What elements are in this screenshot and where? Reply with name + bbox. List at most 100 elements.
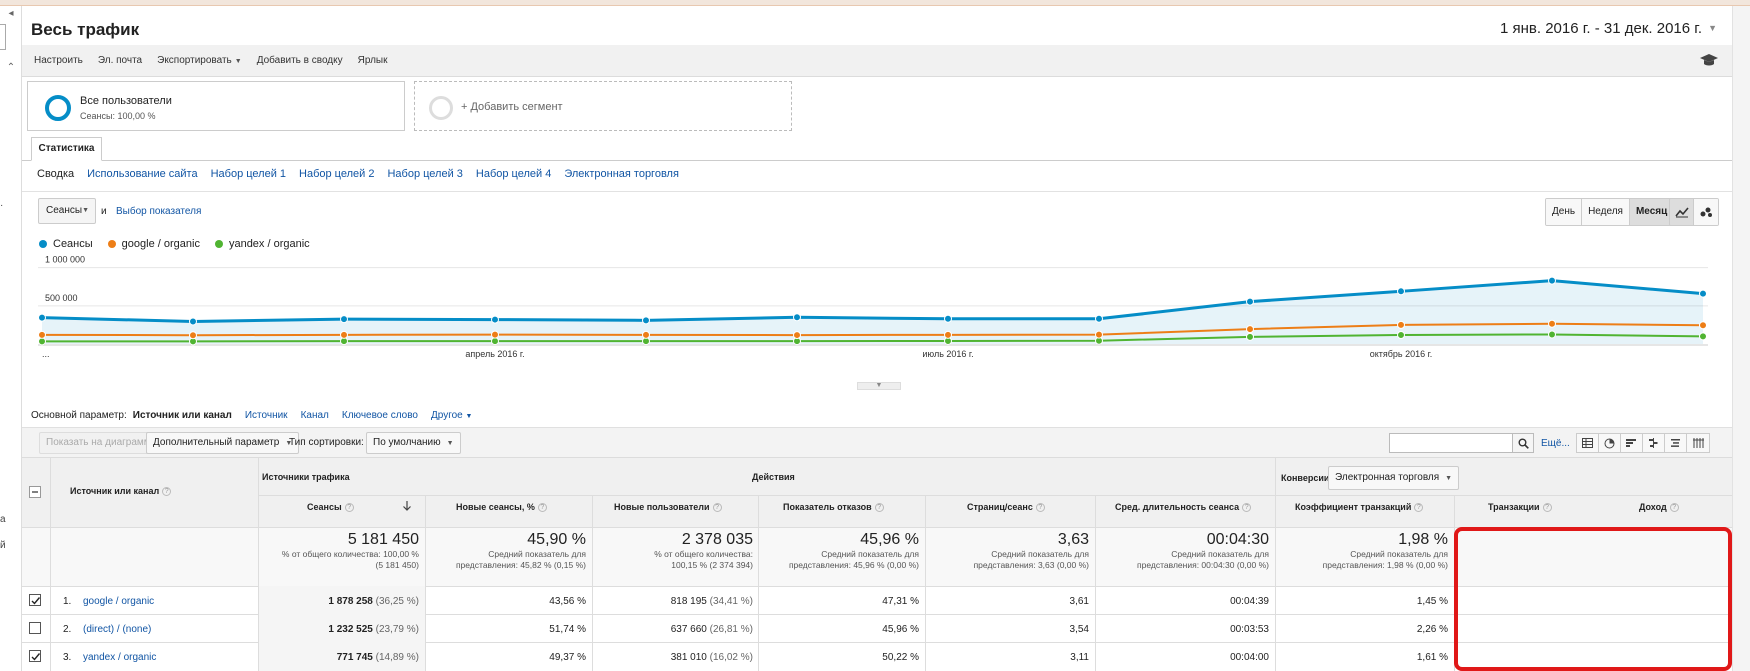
chart-collapse-handle[interactable]: ▼ <box>857 382 901 390</box>
subtab-goal-set-2[interactable]: Набор целей 2 <box>299 168 375 180</box>
pie-view-icon[interactable] <box>1599 434 1621 452</box>
row-checkbox[interactable] <box>29 594 41 606</box>
day-button[interactable]: День <box>1546 199 1583 225</box>
row-new-sessions: 49,37 % <box>549 652 586 663</box>
add-segment-button[interactable]: + Добавить сегмент <box>414 81 792 131</box>
bar-view-icon[interactable] <box>1621 434 1643 452</box>
legend-item[interactable]: google / organic <box>107 238 200 250</box>
data-point <box>1548 319 1556 328</box>
help-icon: ? <box>537 503 547 513</box>
data-table: Источники трафика Действия Конверсии Эле… <box>22 458 1732 671</box>
month-button[interactable]: Месяц <box>1629 199 1674 225</box>
help-icon: ? <box>1669 503 1679 513</box>
motion-chart-icon[interactable] <box>1694 199 1718 225</box>
week-button[interactable]: Неделя <box>1582 199 1630 225</box>
pivot-view-icon[interactable] <box>1687 434 1709 452</box>
col-avg-duration[interactable]: Сред. длительность сеанса? <box>1115 502 1252 513</box>
tab-bar <box>22 138 1732 161</box>
caret-down-icon: ▼ <box>465 413 473 420</box>
data-point <box>1397 320 1405 329</box>
collapse-left-icon[interactable]: ◂ <box>8 8 14 19</box>
subtab-goal-set-3[interactable]: Набор целей 3 <box>387 168 463 180</box>
caret-down-icon: ▼ <box>234 58 242 65</box>
row-pages-per-session: 3,61 <box>1069 596 1089 607</box>
table-view-icon[interactable] <box>1577 434 1599 452</box>
search-icon[interactable] <box>1512 433 1534 453</box>
col-sessions[interactable]: Сеансы? <box>307 502 354 513</box>
dim-header[interactable]: Источник или канал? <box>70 486 172 497</box>
row-dimension-link[interactable]: yandex / organic <box>83 652 157 663</box>
series-line <box>41 333 1704 343</box>
legend-item[interactable]: Сеансы <box>39 238 93 250</box>
term-cloud-view-icon[interactable] <box>1665 434 1687 452</box>
table-search-input[interactable] <box>1389 433 1513 453</box>
dimension-source-medium[interactable]: Источник или канал <box>132 410 232 421</box>
subtab-goal-set-4[interactable]: Набор целей 4 <box>475 168 552 180</box>
comparison-view-icon[interactable] <box>1643 434 1665 452</box>
date-range-picker[interactable]: 1 янв. 2016 г. - 31 дек. 2016 г. ▼ <box>1496 15 1728 41</box>
help-icon: ? <box>1414 503 1424 513</box>
row-sessions: 1 878 258 (36,25 %) <box>328 596 419 607</box>
divider <box>22 527 1732 528</box>
line-chart-icon[interactable] <box>1670 199 1695 225</box>
graduation-cap-icon[interactable] <box>1700 52 1718 68</box>
primary-dimension-label: Основной параметр: <box>31 410 127 421</box>
scroll-up-icon[interactable]: ⌃ <box>6 62 16 73</box>
divider <box>258 458 259 671</box>
subtab-site-usage[interactable]: Использование сайта <box>87 168 198 180</box>
row-checkbox[interactable] <box>29 650 41 662</box>
more-options-link[interactable]: Ещё... <box>1541 438 1570 449</box>
tab-statistics[interactable]: Статистика <box>31 137 102 161</box>
plot-rows-button[interactable]: Показать на диаграмме <box>39 432 164 454</box>
col-new-users[interactable]: Новые пользователи? <box>614 502 722 513</box>
row-checkbox[interactable] <box>29 622 41 634</box>
x-tick-label: ... <box>42 349 50 359</box>
col-bounce-rate[interactable]: Показатель отказов? <box>783 502 884 513</box>
dimension-keyword[interactable]: Ключевое слово <box>341 410 418 421</box>
conversion-type-select[interactable]: Электронная торговля ▼ <box>1328 466 1460 490</box>
divider <box>1275 458 1276 671</box>
left-panel-letter: а <box>0 514 6 525</box>
data-point <box>793 331 801 340</box>
row-new-sessions: 51,74 % <box>549 624 586 635</box>
row-dimension-link[interactable]: (direct) / (none) <box>83 624 152 635</box>
data-point <box>642 330 650 339</box>
row-new-sessions: 43,56 % <box>549 596 586 607</box>
legend-item[interactable]: yandex / organic <box>214 238 310 250</box>
dimension-other[interactable]: Другое ▼ <box>430 410 473 421</box>
col-pages-per-session[interactable]: Страниц/сеанс? <box>967 502 1045 513</box>
right-scrollbar[interactable] <box>1732 6 1750 671</box>
col-transaction-rate[interactable]: Коэффициент транзакций? <box>1295 502 1424 513</box>
sort-type-select[interactable]: По умолчанию ▼ <box>366 432 461 454</box>
email-button[interactable]: Эл. почта <box>97 55 143 66</box>
export-button[interactable]: Экспортировать ▼ <box>157 55 242 66</box>
subtab-goal-set-1[interactable]: Набор целей 1 <box>210 168 287 180</box>
shortcut-button[interactable]: Ярлык <box>357 55 388 66</box>
divider <box>258 495 1297 496</box>
col-transactions[interactable]: Транзакции? <box>1488 502 1552 513</box>
segment-all-users[interactable]: Все пользователи Сеансы: 100,00 % <box>27 81 405 131</box>
col-new-sessions[interactable]: Новые сеансы, %? <box>456 502 547 513</box>
dimension-medium[interactable]: Канал <box>300 410 329 421</box>
row-avg-duration: 00:04:00 <box>1230 652 1269 663</box>
row-transaction-rate: 2,26 % <box>1416 624 1448 635</box>
dimension-source[interactable]: Источник <box>244 410 288 421</box>
subtab-summary[interactable]: Сводка <box>37 168 75 180</box>
metric-select[interactable]: Сеансы ▼ <box>38 198 96 224</box>
data-point <box>340 315 348 324</box>
explorer-subtabs: Сводка Использование сайта Набор целей 1… <box>37 168 692 180</box>
data-point <box>642 316 650 325</box>
sort-down-arrow-icon[interactable] <box>402 500 412 512</box>
customize-button[interactable]: Настроить <box>34 55 83 66</box>
choose-metric-link[interactable]: Выбор показателя <box>116 206 202 217</box>
row-bounce-rate: 50,22 % <box>882 652 919 663</box>
empty-ring-icon <box>429 96 453 120</box>
subtab-ecommerce[interactable]: Электронная торговля <box>564 168 679 180</box>
col-revenue[interactable]: Доход? <box>1639 502 1679 513</box>
data-point <box>944 330 952 339</box>
left-panel-letter: · <box>0 200 4 211</box>
row-dimension-link[interactable]: google / organic <box>83 596 155 607</box>
select-all-checkbox[interactable] <box>29 486 41 498</box>
add-to-dashboard-button[interactable]: Добавить в сводку <box>256 55 343 66</box>
secondary-dimension-select[interactable]: Дополнительный параметр ▼ <box>146 432 300 454</box>
